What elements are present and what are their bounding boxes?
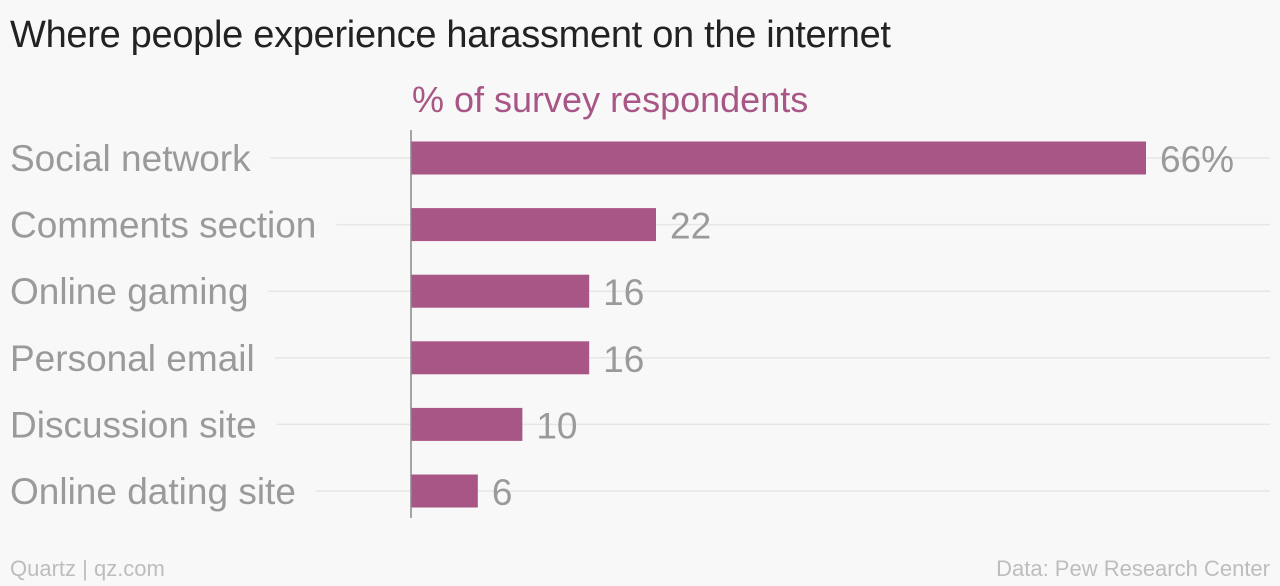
category-label: Online gaming <box>10 271 249 312</box>
gridlines <box>268 157 1270 492</box>
chart-subtitle: % of survey respondents <box>412 79 808 120</box>
footer-source-left: Quartz | qz.com <box>10 556 165 581</box>
value-label: 10 <box>536 405 577 446</box>
value-label: 16 <box>603 272 644 313</box>
chart-title: Where people experience harassment on th… <box>10 14 891 56</box>
category-label: Discussion site <box>10 404 257 445</box>
category-label: Social network <box>10 138 251 179</box>
bar <box>411 208 656 242</box>
value-label: 66% <box>1160 139 1234 180</box>
footer-source-right: Data: Pew Research Center <box>996 556 1270 581</box>
category-label: Personal email <box>10 338 255 379</box>
category-label: Online dating site <box>10 471 296 512</box>
bar <box>411 274 590 308</box>
bar <box>411 341 590 375</box>
bar <box>411 141 1146 175</box>
category-label: Comments section <box>10 205 316 246</box>
value-label: 6 <box>492 472 513 513</box>
bar <box>411 407 523 441</box>
value-label: 22 <box>670 206 711 247</box>
value-label: 16 <box>603 339 644 380</box>
category-labels: Social network Comments section Online gam… <box>10 138 316 512</box>
bar <box>411 474 478 508</box>
value-labels: 66% 22 16 16 10 6 <box>492 139 1234 513</box>
bars <box>411 141 1146 508</box>
